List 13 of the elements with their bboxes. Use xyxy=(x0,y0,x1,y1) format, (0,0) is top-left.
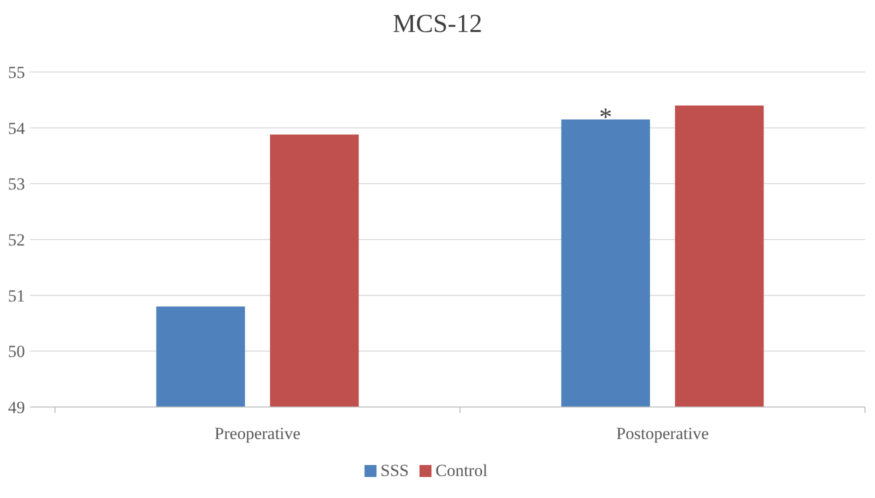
x-tick-label: Postoperative xyxy=(616,424,709,443)
y-tick-label: 51 xyxy=(8,286,25,306)
x-tick-label: Preoperative xyxy=(214,424,300,443)
y-tick-label: 52 xyxy=(8,230,25,250)
annotation: * xyxy=(599,102,612,132)
y-tick-label: 50 xyxy=(8,342,25,362)
legend-label: Control xyxy=(436,461,488,480)
y-tick-label: 53 xyxy=(8,174,25,194)
y-tick-label: 49 xyxy=(8,398,25,417)
y-tick-label: 54 xyxy=(8,118,26,138)
chart-title: MCS-12 xyxy=(392,9,482,38)
y-tick-label: 55 xyxy=(8,62,25,82)
legend-label: SSS xyxy=(380,461,409,480)
